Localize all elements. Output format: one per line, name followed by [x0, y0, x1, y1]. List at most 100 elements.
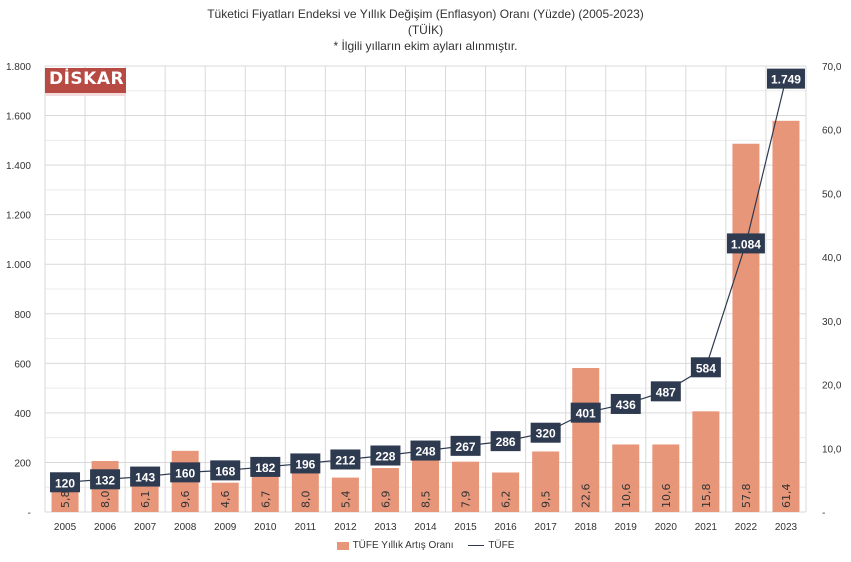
tufe-label-box: [490, 431, 521, 452]
tufe-line: [64, 78, 787, 483]
bar: [572, 368, 600, 512]
left-axis-tick: 200: [14, 458, 31, 469]
bar-value-label: 6,2: [500, 491, 513, 509]
tufe-value-label: 436: [616, 398, 636, 412]
legend: TÜFE Yıllık Artış Oranı TÜFE: [0, 540, 851, 551]
legend-line-swatch: [468, 545, 485, 546]
bar: [492, 472, 520, 512]
x-axis-tick: 2007: [134, 522, 157, 533]
chart-subtitle: (TÜİK): [407, 23, 444, 37]
chart-note: * İlgili yılların ekim ayları alınmıştır…: [333, 39, 518, 53]
tufe-value-label: 401: [576, 407, 596, 421]
left-axis-tick: -: [28, 508, 31, 519]
logo-text: DİSKAR: [49, 69, 125, 89]
bar-value-label: 5,8: [59, 491, 72, 509]
bar-value-label: 9,5: [540, 491, 553, 509]
bar: [652, 444, 680, 512]
bar: [452, 461, 480, 512]
bar: [692, 411, 720, 512]
bar: [612, 444, 640, 512]
x-axis-tick: 2023: [775, 522, 798, 533]
x-axis-tick: 2017: [535, 522, 558, 533]
tufe-value-label: 267: [456, 440, 476, 454]
right-axis-tick: -: [822, 508, 825, 519]
tufe-label-box: [250, 456, 281, 477]
bar-value-label: 22,6: [580, 484, 593, 509]
bar-value-label: 5,4: [339, 491, 352, 509]
left-axis-tick: 800: [14, 310, 31, 321]
tufe-label-box: [130, 466, 161, 487]
right-axis-tick: 40,0: [822, 253, 842, 264]
bar: [331, 477, 359, 512]
bar-value-label: 9,6: [179, 491, 192, 509]
bar: [412, 457, 439, 512]
x-axis-tick: 2006: [94, 522, 117, 533]
x-axis-tick: 2008: [174, 522, 197, 533]
x-axis-tick: 2005: [54, 522, 77, 533]
tufe-value-label: 196: [295, 457, 315, 471]
tufe-label-box: [410, 440, 441, 461]
logo-subline: [45, 93, 126, 96]
right-axis-tick: 60,0: [822, 126, 842, 137]
legend-bar-label: TÜFE Yıllık Artış Oranı: [352, 540, 454, 551]
tufe-label-box: [90, 469, 121, 490]
bar: [772, 120, 800, 513]
x-axis-tick: 2011: [295, 522, 317, 533]
x-axis-tick: 2018: [575, 522, 598, 533]
x-axis-tick: 2016: [494, 522, 517, 533]
tufe-label-box: [450, 435, 481, 456]
tufe-value-label: 132: [95, 473, 115, 487]
right-axis-tick: 30,0: [822, 317, 842, 328]
x-axis-tick: 2021: [695, 522, 718, 533]
tufe-value-label: 143: [135, 471, 155, 485]
bar-value-label: 8,0: [99, 491, 112, 509]
left-axis-tick: 1.400: [6, 161, 31, 172]
chart-title: Tüketici Fiyatları Endeksi ve Yıllık Değ…: [207, 7, 644, 21]
bar-value-label: 15,8: [700, 484, 713, 509]
tufe-label-box: [766, 68, 805, 89]
right-axis-tick: 70,0: [822, 62, 842, 73]
x-axis-tick: 2009: [214, 522, 237, 533]
bar-value-label: 8,5: [420, 491, 433, 509]
bar-value-label: 6,1: [139, 491, 152, 509]
tufe-value-label: 248: [415, 445, 435, 459]
tufe-label-box: [570, 402, 601, 423]
bar: [532, 451, 560, 512]
x-axis-tick: 2020: [655, 522, 678, 533]
tufe-label-box: [530, 422, 561, 443]
bar: [211, 482, 239, 512]
tufe-value-label: 584: [696, 361, 716, 375]
tufe-value-label: 212: [335, 453, 355, 467]
tufe-value-label: 182: [255, 461, 275, 475]
legend-bar-swatch: [336, 541, 349, 550]
bar-value-label: 6,7: [259, 491, 272, 509]
bar: [371, 468, 399, 512]
bar-value-label: 4,6: [219, 491, 232, 509]
tufe-label-box: [210, 460, 241, 481]
tufe-value-label: 120: [55, 476, 75, 490]
tufe-value-label: 487: [656, 385, 676, 399]
tufe-value-label: 286: [496, 435, 516, 449]
right-axis-tick: 10,0: [822, 444, 842, 455]
tufe-label-box: [290, 453, 321, 474]
left-axis-tick: 600: [14, 359, 31, 370]
bar-value-label: 10,6: [660, 484, 673, 509]
tufe-value-label: 160: [175, 466, 195, 480]
tufe-label-box: [370, 445, 401, 466]
tufe-label-box: [690, 357, 721, 378]
legend-line-label: TÜFE: [488, 540, 515, 551]
bar-value-label: 61,4: [780, 484, 793, 509]
diskar-logo: DİSKAR: [45, 68, 126, 93]
bar-value-label: 10,6: [620, 484, 633, 509]
left-axis-tick: 1.200: [6, 211, 31, 222]
tufe-label-box: [650, 381, 681, 402]
bar-value-label: 57,8: [740, 484, 753, 509]
x-axis-tick: 2019: [615, 522, 638, 533]
bar-value-label: 7,9: [460, 491, 473, 509]
tufe-label-box: [330, 449, 361, 470]
left-axis-tick: 1.000: [6, 260, 31, 271]
tufe-label-box: [50, 472, 81, 493]
left-axis-tick: 1.800: [6, 62, 31, 73]
tufe-value-label: 1.084: [731, 237, 761, 251]
